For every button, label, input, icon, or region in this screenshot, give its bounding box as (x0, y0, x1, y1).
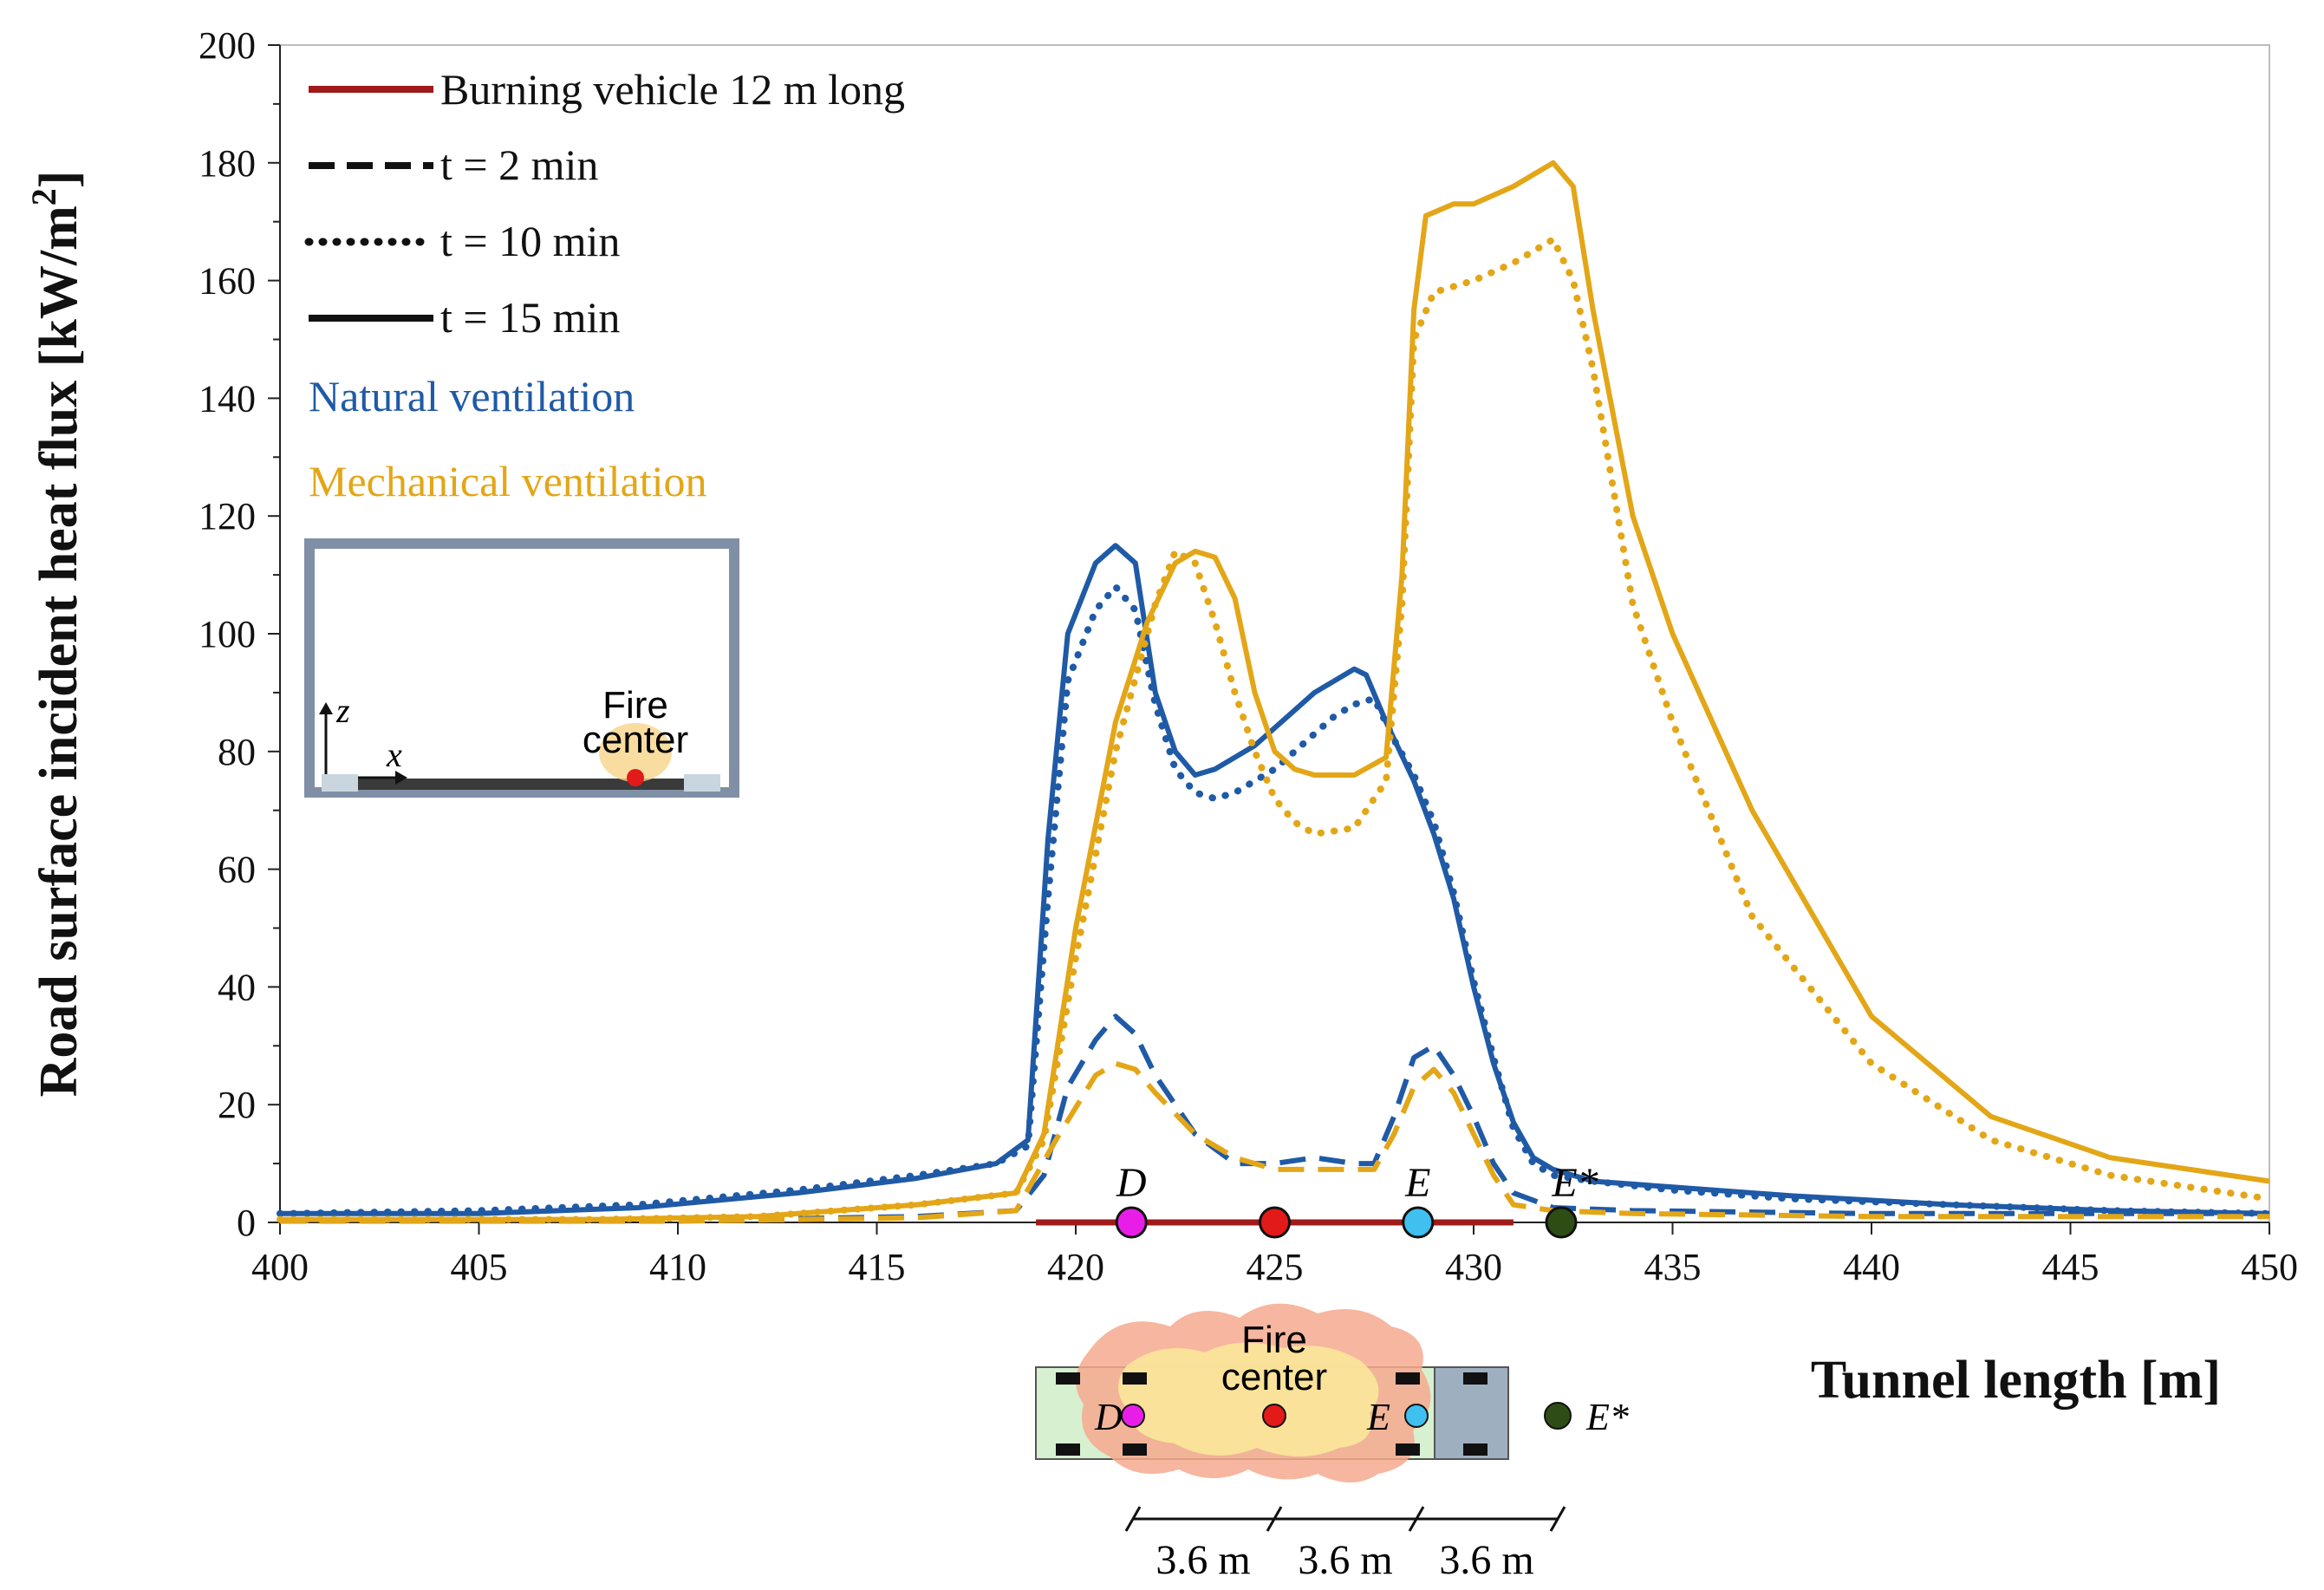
series-line-mechanical-dashed (280, 1060, 2269, 1224)
z-axis-label: z (335, 691, 350, 730)
plan-marker-Estar (1544, 1402, 1572, 1430)
dimension-tick-1 (1124, 1506, 1142, 1532)
plan-label-E: E (1366, 1396, 1390, 1438)
section-right-kerb (684, 774, 720, 792)
legend-label-natural: Natural ventilation (309, 372, 635, 420)
y-tick-label: 60 (218, 849, 256, 891)
x-tick-label: 415 (849, 1246, 906, 1288)
x-tick-label: 425 (1247, 1246, 1304, 1288)
plan-wheel-3 (1056, 1443, 1080, 1456)
legend-label-mechanical: Mechanical ventilation (309, 457, 707, 505)
plan-marker-D (1121, 1404, 1145, 1428)
marker-E (1402, 1206, 1435, 1239)
plan-fire-label-line1: Fire (1241, 1319, 1307, 1361)
section-road-surface (358, 779, 684, 790)
y-axis-title: Road surface incident heat flux [kW/m2] (24, 171, 88, 1098)
plan-wheel-1 (1056, 1372, 1080, 1385)
inset-vehicle-plan: D E E* Fire center 3.6 m 3.6 m 3.6 m (1035, 1303, 1629, 1583)
marker-label-D: D (1116, 1160, 1147, 1206)
series-layer (277, 160, 2273, 1224)
inset-tunnel-section: Fire center z x (304, 538, 739, 798)
x-tick-label: 405 (451, 1246, 508, 1288)
section-fire-label-line2: center (583, 719, 688, 761)
x-tick-label: 420 (1047, 1246, 1104, 1288)
marker-Estar (1545, 1206, 1578, 1239)
legend-label-t15: t = 15 min (440, 293, 620, 342)
plan-label-Estar: E* (1585, 1396, 1629, 1438)
y-tick-label: 160 (199, 260, 256, 303)
legend-label-t2: t = 2 min (440, 140, 598, 189)
plan-wheel-8 (1463, 1443, 1487, 1456)
dimension-tick-3 (1408, 1506, 1425, 1532)
y-tick-label: 80 (218, 731, 256, 773)
dimension-label-2: 3.6 m (1298, 1537, 1392, 1583)
marker-label-Estar: E* (1551, 1160, 1598, 1206)
plan-wheel-2 (1123, 1372, 1147, 1385)
plan-label-D: D (1094, 1396, 1123, 1438)
x-tick-label: 435 (1644, 1246, 1702, 1288)
marker-D (1115, 1206, 1148, 1239)
legend-label-vehicle: Burning vehicle 12 m long (440, 65, 905, 114)
plan-flames-core-icon (1118, 1342, 1379, 1456)
x-axis-label-inset: x (386, 735, 402, 774)
x-axis-arrowhead-icon (395, 771, 407, 785)
x-axis-title: Tunnel length [m] (1811, 1351, 2221, 1410)
x-axis-ticks: 400 405 410 415 420 425 430 435 440 445 450 (251, 1222, 2298, 1288)
plan-marker-fire (1262, 1404, 1286, 1428)
x-tick-label: 440 (1843, 1246, 1900, 1288)
y-tick-label: 180 (199, 142, 256, 185)
x-tick-label: 400 (251, 1246, 309, 1288)
plan-fire-label-line2: center (1221, 1356, 1327, 1398)
legend-label-t10: t = 10 min (440, 217, 620, 265)
marker-fire-center (1259, 1206, 1291, 1239)
legend: Burning vehicle 12 m long t = 2 min t = … (304, 65, 905, 505)
plan-wheel-6 (1396, 1443, 1420, 1456)
x-tick-label: 410 (649, 1246, 706, 1288)
series-line-natural-dashed (280, 1013, 2269, 1223)
y-tick-label: 20 (218, 1084, 256, 1126)
section-flame-icon (599, 723, 672, 782)
y-tick-label: 140 (199, 377, 256, 420)
y-tick-label: 40 (218, 966, 256, 1008)
series-line-mechanical-solid (280, 160, 2270, 1222)
section-left-kerb (322, 774, 358, 792)
dimension-label-1: 3.6 m (1155, 1537, 1250, 1583)
z-axis-arrowhead-icon (319, 702, 333, 714)
marker-label-E: E (1404, 1160, 1430, 1206)
vehicle-layer: D E E* (1036, 1160, 1598, 1239)
x-tick-label: 430 (1445, 1246, 1502, 1288)
dimension-tick-4 (1549, 1506, 1566, 1532)
y-tick-label: 120 (199, 495, 256, 538)
section-fire-center-dot (627, 769, 644, 786)
y-tick-label: 200 (199, 24, 256, 67)
dimension-label-3: 3.6 m (1439, 1537, 1533, 1583)
plan-wheel-5 (1396, 1372, 1420, 1385)
plan-wheel-4 (1123, 1443, 1147, 1456)
y-axis-ticks: 0 20 40 60 80 100 120 140 160 180 200 (199, 24, 280, 1244)
series-line-natural-dotted (277, 583, 2273, 1217)
x-tick-label: 445 (2042, 1246, 2099, 1288)
plan-wheel-7 (1463, 1372, 1487, 1385)
plan-marker-E (1404, 1404, 1429, 1428)
dimension-tick-2 (1266, 1506, 1283, 1532)
x-tick-label: 450 (2241, 1246, 2298, 1288)
section-fire-label-line1: Fire (602, 684, 668, 727)
y-tick-label: 100 (199, 613, 256, 655)
y-tick-label: 0 (237, 1202, 256, 1244)
